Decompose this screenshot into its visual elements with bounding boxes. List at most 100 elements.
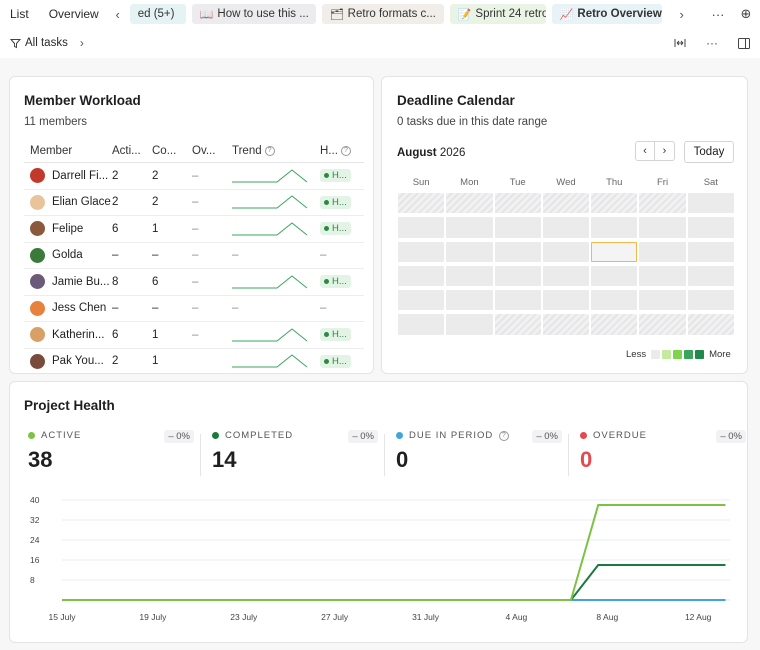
deadline-calendar-card: Deadline Calendar 0 tasks due in this da… <box>381 76 748 374</box>
tabs-scroll-left-icon[interactable]: ‹ <box>115 6 120 22</box>
calendar-day[interactable] <box>591 265 638 287</box>
calendar-grid <box>397 193 735 339</box>
doc-tab-sprint-retro[interactable]: 📝 Sprint 24 retro <box>449 4 546 24</box>
series-line-active[interactable] <box>62 504 726 601</box>
calendar-day[interactable] <box>639 217 686 238</box>
table-row[interactable]: Jess Chen – – – – – <box>24 296 364 322</box>
calendar-day[interactable] <box>494 217 541 238</box>
table-row[interactable]: Jamie Bu... 8 6 – H... <box>24 269 364 296</box>
all-tasks-filter[interactable]: All tasks <box>10 37 68 49</box>
calendar-day[interactable] <box>687 290 734 311</box>
table-row[interactable]: Darrell Fi... 2 2 – H... <box>24 163 364 190</box>
calendar-day[interactable] <box>542 217 590 238</box>
filter-icon <box>10 38 21 48</box>
completed-count: 1 <box>152 355 159 368</box>
tab-list[interactable]: List <box>10 7 29 21</box>
table-row[interactable]: Felipe 6 1 – H... <box>24 216 364 243</box>
avatar <box>30 247 45 263</box>
calendar-day[interactable] <box>591 217 638 238</box>
calendar-day[interactable] <box>398 314 445 335</box>
table-row[interactable]: Elian Glace 2 2 – H... <box>24 190 364 216</box>
calendar-day[interactable] <box>639 241 686 262</box>
avatar <box>30 168 45 184</box>
x-tick-label: 12 Aug <box>685 612 712 622</box>
overdue-count: – <box>192 222 199 235</box>
calendar-day[interactable] <box>398 241 445 262</box>
calendar-day[interactable] <box>687 241 734 262</box>
active-count: 6 <box>112 328 119 341</box>
add-icon[interactable]: ⊕ <box>740 6 752 21</box>
col-health[interactable]: H...? <box>320 145 364 157</box>
calendar-day[interactable] <box>446 241 493 262</box>
calendar-day[interactable] <box>494 290 541 311</box>
col-overdue[interactable]: Ov... <box>192 144 216 157</box>
calendar-day[interactable] <box>398 265 445 287</box>
calendar-day[interactable] <box>446 290 493 311</box>
fit-width-icon[interactable] <box>664 38 696 48</box>
trend-sparkline <box>232 354 308 368</box>
overdue-count: – <box>192 249 199 262</box>
col-active[interactable]: Acti... <box>112 144 141 157</box>
calendar-day[interactable] <box>687 217 734 238</box>
help-icon[interactable]: ? <box>264 145 275 156</box>
calendar-day[interactable] <box>591 290 638 311</box>
col-completed[interactable]: Co... <box>152 144 177 157</box>
calendar-day[interactable] <box>687 265 734 287</box>
calendar-day[interactable] <box>542 241 590 262</box>
health-cell: – <box>320 249 364 261</box>
sidebar-toggle-icon[interactable] <box>728 37 760 49</box>
health-badge: H... <box>320 275 351 289</box>
col-member[interactable]: Member <box>30 144 73 157</box>
doc-tab-ed[interactable]: ed (5+) <box>129 4 186 24</box>
active-count: 2 <box>112 196 119 209</box>
calendar-day <box>591 314 638 335</box>
tabs-scroll-right-icon[interactable]: › <box>679 6 684 22</box>
calendar-day[interactable] <box>446 314 493 335</box>
calendar-day <box>639 193 686 214</box>
calendar-day[interactable] <box>446 217 493 238</box>
member-name: Felipe <box>52 222 84 235</box>
table-row[interactable]: Golda – – – – – <box>24 243 364 269</box>
calendar-day[interactable] <box>687 193 734 214</box>
calendar-day[interactable] <box>494 265 541 287</box>
stat-due-in-period[interactable]: DUE IN PERIOD? 0 – 0% <box>396 430 564 473</box>
calendar-day[interactable] <box>398 217 445 238</box>
table-row[interactable]: Katherin... 6 1 – H... <box>24 322 364 349</box>
trend-sparkline <box>232 328 308 342</box>
today-button[interactable]: Today <box>684 141 734 163</box>
calendar-day[interactable] <box>542 290 590 311</box>
calendar-day <box>398 193 445 214</box>
doc-tab-retro-formats[interactable]: 🗂 Retro formats c... <box>321 4 444 24</box>
table-row[interactable]: Pak You... 2 1 H... <box>24 349 364 374</box>
more-icon[interactable]: ··· <box>711 6 725 22</box>
series-line-completed[interactable] <box>62 564 726 601</box>
calendar-day[interactable] <box>398 290 445 311</box>
filter-label: All tasks <box>25 37 68 49</box>
completed-count: 2 <box>152 169 159 182</box>
calendar-day <box>591 193 638 214</box>
next-month-button[interactable]: › <box>655 141 675 161</box>
y-tick-label: 16 <box>30 555 40 565</box>
more-options-icon[interactable]: ··· <box>706 36 718 50</box>
member-cell: Jess Chen <box>24 300 112 316</box>
help-icon[interactable]: ? <box>499 430 510 441</box>
tab-overview[interactable]: Overview <box>48 7 99 21</box>
prev-month-button[interactable]: ‹ <box>635 141 655 161</box>
doc-tab-how-to-use[interactable]: 📖 How to use this ... <box>191 4 316 24</box>
calendar-day[interactable] <box>494 241 541 262</box>
calendar-day[interactable] <box>542 265 590 287</box>
trend-sparkline <box>232 195 308 209</box>
stat-active[interactable]: ACTIVE 38 – 0% <box>28 430 196 473</box>
calendar-day[interactable] <box>446 265 493 287</box>
calendar-day[interactable] <box>639 290 686 311</box>
doc-tab-retro-overview[interactable]: 📈 Retro Overview <box>551 4 662 24</box>
calendar-day-today[interactable] <box>591 241 638 262</box>
help-icon[interactable]: ? <box>340 145 351 156</box>
completed-count: 6 <box>152 275 159 288</box>
calendar-day[interactable] <box>639 265 686 287</box>
col-trend[interactable]: Trend? <box>232 145 320 157</box>
active-count: – <box>112 249 119 262</box>
stat-completed[interactable]: COMPLETED 14 – 0% <box>212 430 380 473</box>
chevron-right-icon[interactable]: › <box>79 36 84 50</box>
stat-overdue[interactable]: OVERDUE 0 – 0% <box>580 430 747 473</box>
